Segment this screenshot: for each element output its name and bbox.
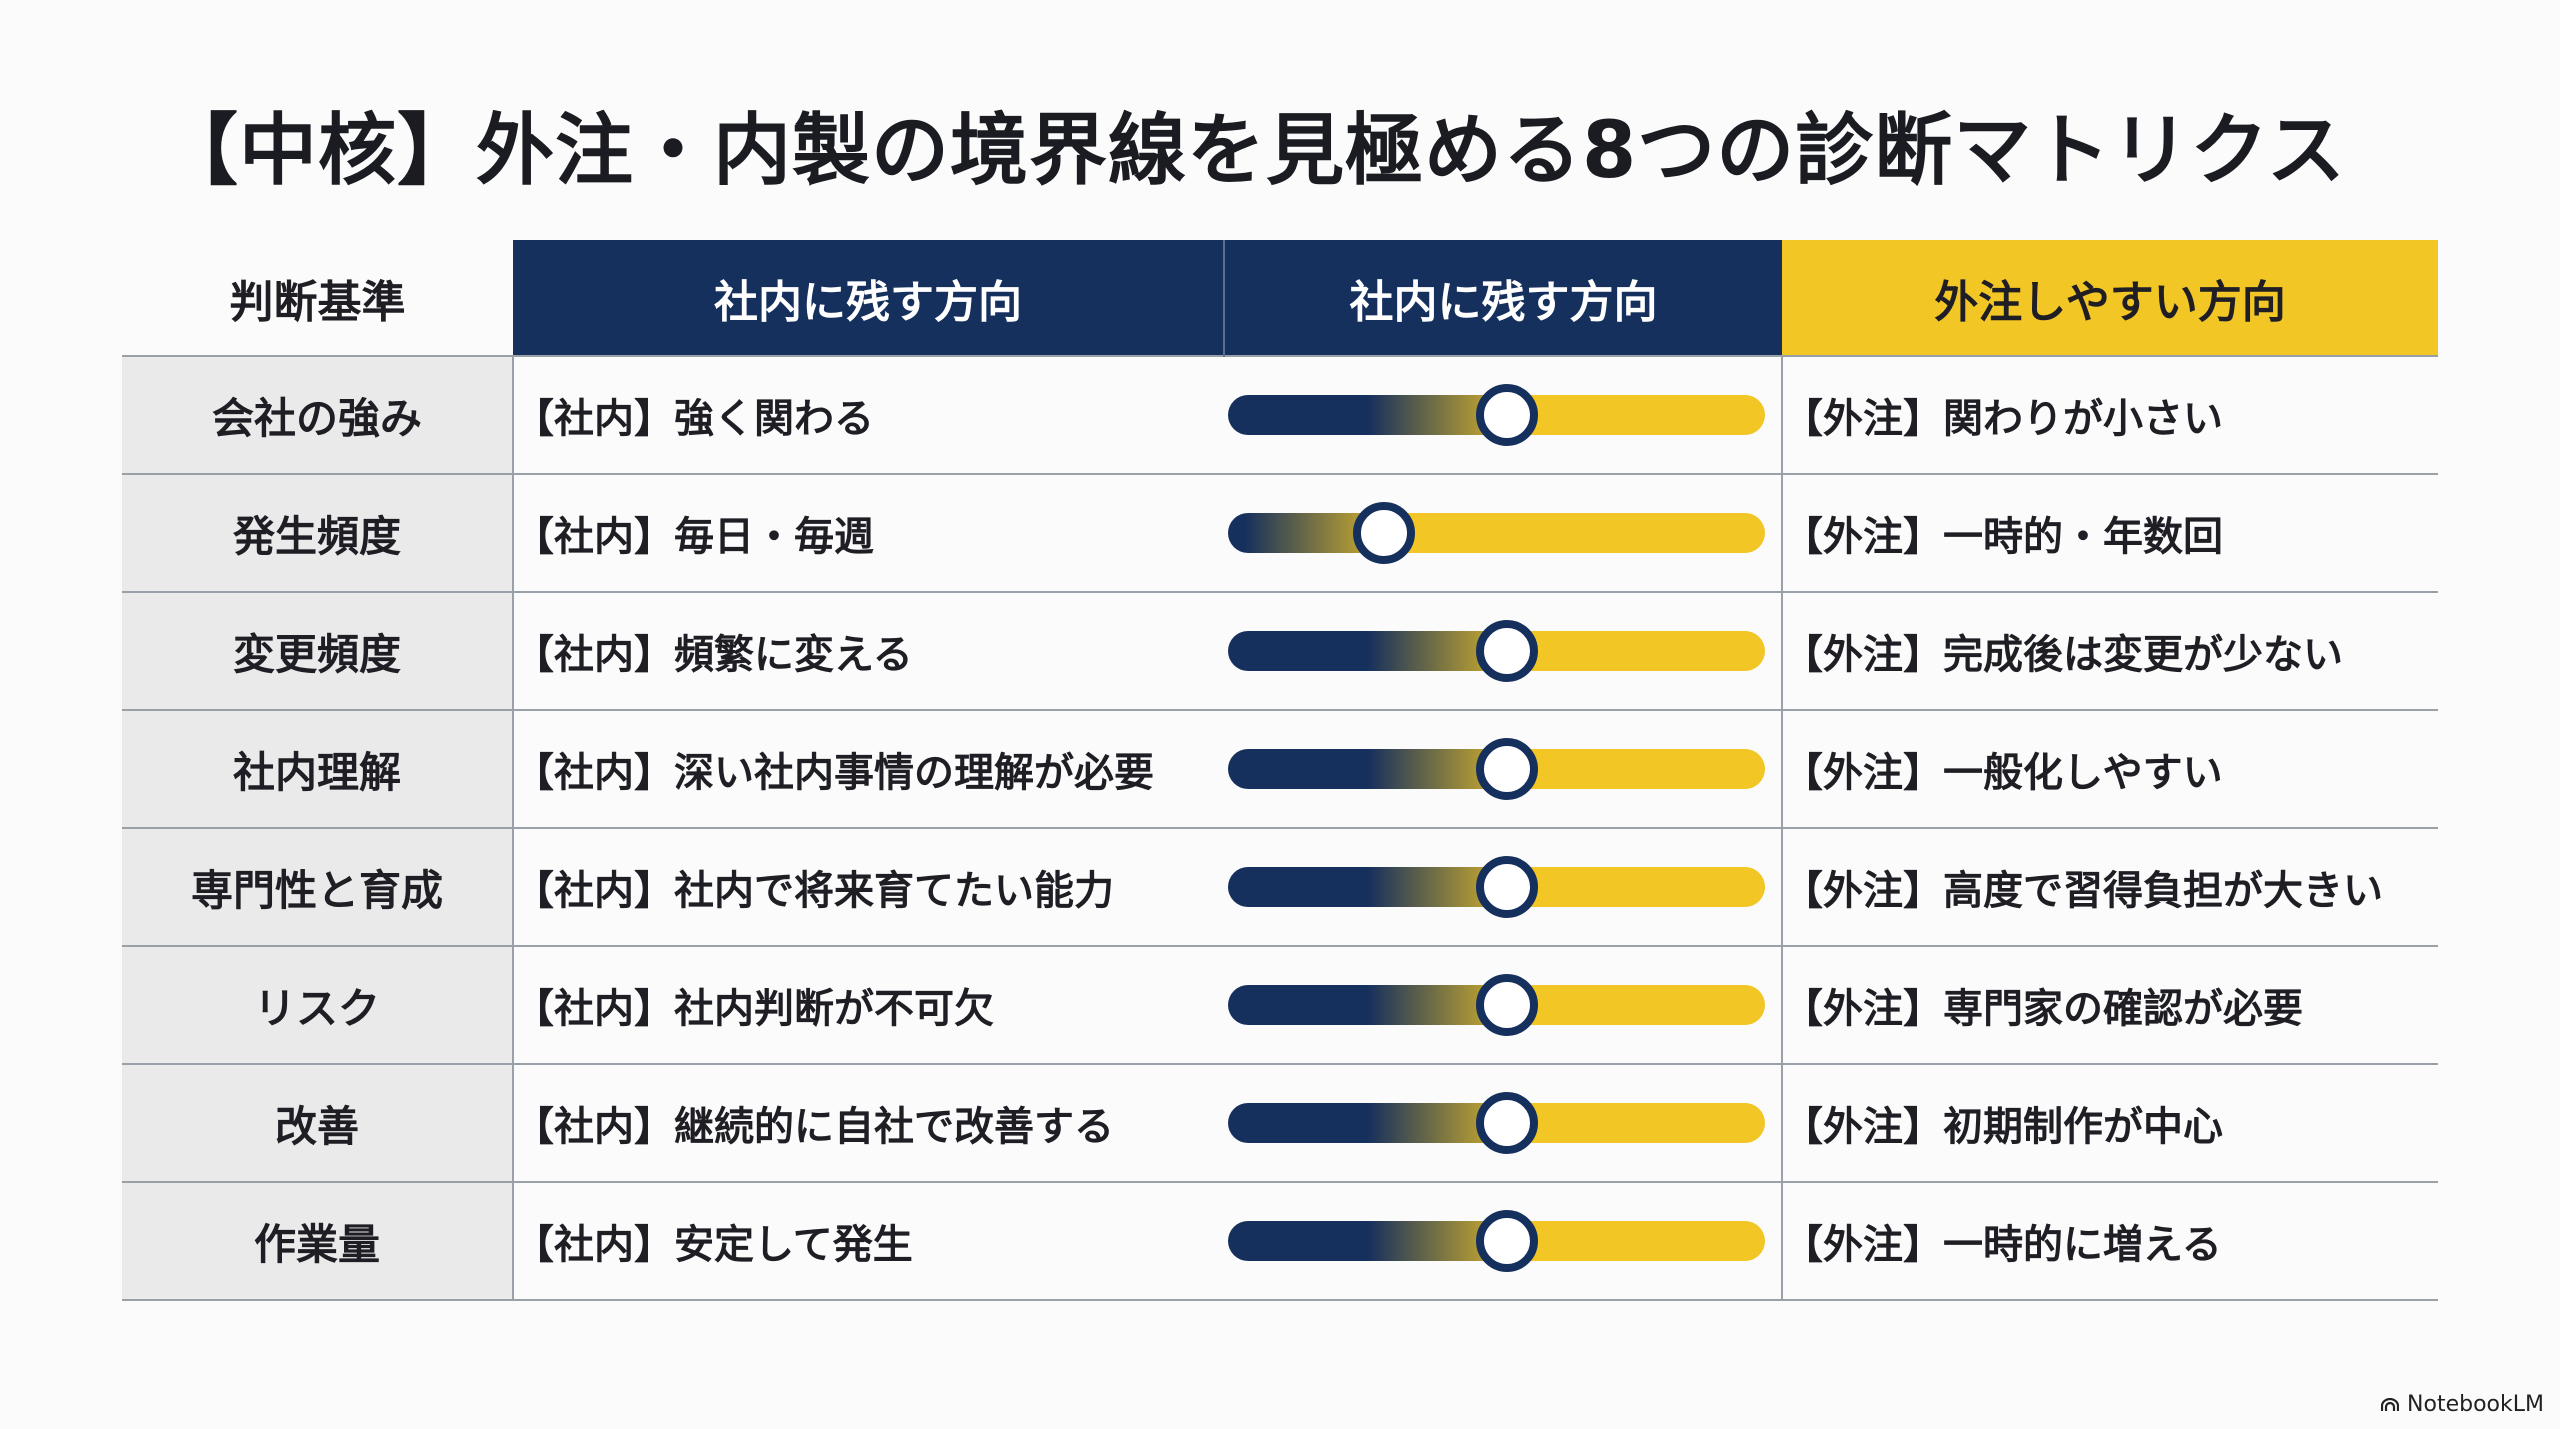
inhouse-description: 【社内】安定して発生	[514, 1222, 913, 1268]
scale-track	[1228, 974, 1765, 1036]
inhouse-description: 【社内】頻繁に変える	[514, 632, 913, 678]
matrix-row: リスク 【社内】社内判断が不可欠 【外注】専門家の確認が必要	[122, 946, 2438, 1064]
scale-cell	[1224, 356, 1782, 474]
matrix-row: 会社の強み 【社内】強く関わる 【外注】関わりが小さい	[122, 356, 2438, 474]
matrix-body: 会社の強み 【社内】強く関わる 【外注】関わりが小さい 発生頻度 【社内】毎日・毎週 【外…	[122, 356, 2438, 1300]
inhouse-description: 【社内】継続的に自社で改善する	[514, 1104, 1114, 1150]
header-criteria: 判断基準	[122, 240, 513, 356]
criterion-label: 改善	[122, 1064, 514, 1182]
diagnosis-matrix: 判断基準 社内に残す方向 社内に残す方向 外注しやすい方向 会社の強み 【社内】強…	[122, 240, 2438, 1301]
scale-track	[1228, 856, 1765, 918]
matrix-header-row: 判断基準 社内に残す方向 社内に残す方向 外注しやすい方向	[122, 240, 2438, 356]
criterion-label: 作業量	[122, 1182, 514, 1300]
criterion-label: リスク	[122, 946, 514, 1064]
scale-cell	[1224, 474, 1782, 592]
scale-marker	[1476, 620, 1539, 682]
scale-track	[1228, 384, 1765, 446]
criterion-label: 発生頻度	[122, 474, 514, 592]
header-scale: 社内に残す方向	[1224, 240, 1782, 356]
matrix-row: 専門性と育成 【社内】社内で将来育てたい能力 【外注】高度で習得負担が大きい	[122, 828, 2438, 946]
scale-cell	[1224, 1064, 1782, 1182]
notebooklm-brand: NotebookLM	[2381, 1392, 2544, 1417]
criterion-label: 社内理解	[122, 710, 514, 828]
outsource-description: 【外注】高度で習得負担が大きい	[1781, 828, 2438, 946]
matrix-row: 変更頻度 【社内】頻繁に変える 【外注】完成後は変更が少ない	[122, 592, 2438, 710]
matrix-row: 改善 【社内】継続的に自社で改善する 【外注】初期制作が中心	[122, 1064, 2438, 1182]
inhouse-description: 【社内】毎日・毎週	[514, 514, 874, 560]
matrix-row: 社内理解 【社内】深い社内事情の理解が必要 【外注】一般化しやすい	[122, 710, 2438, 828]
outsource-description: 【外注】一時的に増える	[1781, 1182, 2438, 1300]
page-title: 【中核】外注・内製の境界線を見極める8つの診断マトリクス	[160, 106, 2346, 196]
outsource-description: 【外注】初期制作が中心	[1781, 1064, 2438, 1182]
scale-cell	[1224, 828, 1782, 946]
scale-track	[1228, 620, 1765, 682]
scale-cell	[1224, 710, 1782, 828]
outsource-description: 【外注】一般化しやすい	[1781, 710, 2438, 828]
criterion-label: 会社の強み	[122, 356, 514, 474]
inhouse-description: 【社内】深い社内事情の理解が必要	[514, 750, 1154, 796]
brand-label: NotebookLM	[2407, 1392, 2544, 1417]
notebooklm-icon	[2381, 1397, 2400, 1411]
scale-cell	[1224, 1182, 1782, 1300]
scale-marker	[1476, 384, 1539, 446]
scale-marker	[1352, 502, 1415, 564]
scale-cell	[1224, 946, 1782, 1064]
header-outsource: 外注しやすい方向	[1782, 240, 2438, 356]
outsource-description: 【外注】一時的・年数回	[1781, 474, 2438, 592]
matrix-row: 作業量 【社内】安定して発生 【外注】一時的に増える	[122, 1182, 2438, 1300]
scale-marker	[1476, 856, 1539, 918]
matrix-row: 発生頻度 【社内】毎日・毎週 【外注】一時的・年数回	[122, 474, 2438, 592]
outsource-description: 【外注】専門家の確認が必要	[1781, 946, 2438, 1064]
inhouse-description: 【社内】社内判断が不可欠	[514, 986, 994, 1032]
scale-marker	[1476, 1092, 1539, 1154]
scale-marker	[1476, 974, 1539, 1036]
scale-track	[1228, 502, 1765, 564]
scale-track	[1228, 738, 1765, 800]
outsource-description: 【外注】関わりが小さい	[1781, 356, 2438, 474]
criterion-label: 専門性と育成	[122, 828, 514, 946]
scale-marker	[1476, 738, 1539, 800]
scale-track	[1228, 1210, 1765, 1272]
scale-track	[1228, 1092, 1765, 1154]
scale-marker	[1476, 1210, 1539, 1272]
inhouse-description: 【社内】社内で将来育てたい能力	[514, 868, 1114, 914]
criterion-label: 変更頻度	[122, 592, 514, 710]
outsource-description: 【外注】完成後は変更が少ない	[1781, 592, 2438, 710]
header-inhouse: 社内に残す方向	[513, 240, 1225, 356]
inhouse-description: 【社内】強く関わる	[514, 396, 874, 442]
scale-cell	[1224, 592, 1782, 710]
